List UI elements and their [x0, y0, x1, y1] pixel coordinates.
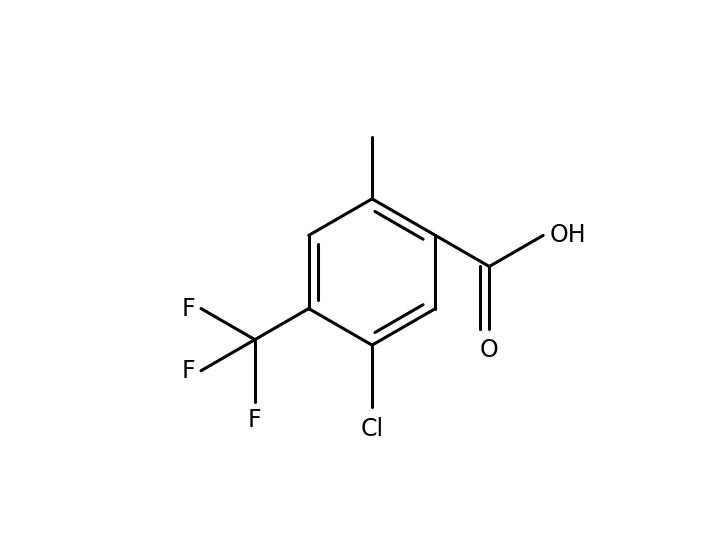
- Text: OH: OH: [550, 223, 586, 247]
- Text: F: F: [248, 408, 261, 432]
- Text: Cl: Cl: [361, 417, 383, 441]
- Text: F: F: [182, 296, 195, 320]
- Text: F: F: [182, 359, 195, 383]
- Text: O: O: [480, 338, 499, 362]
